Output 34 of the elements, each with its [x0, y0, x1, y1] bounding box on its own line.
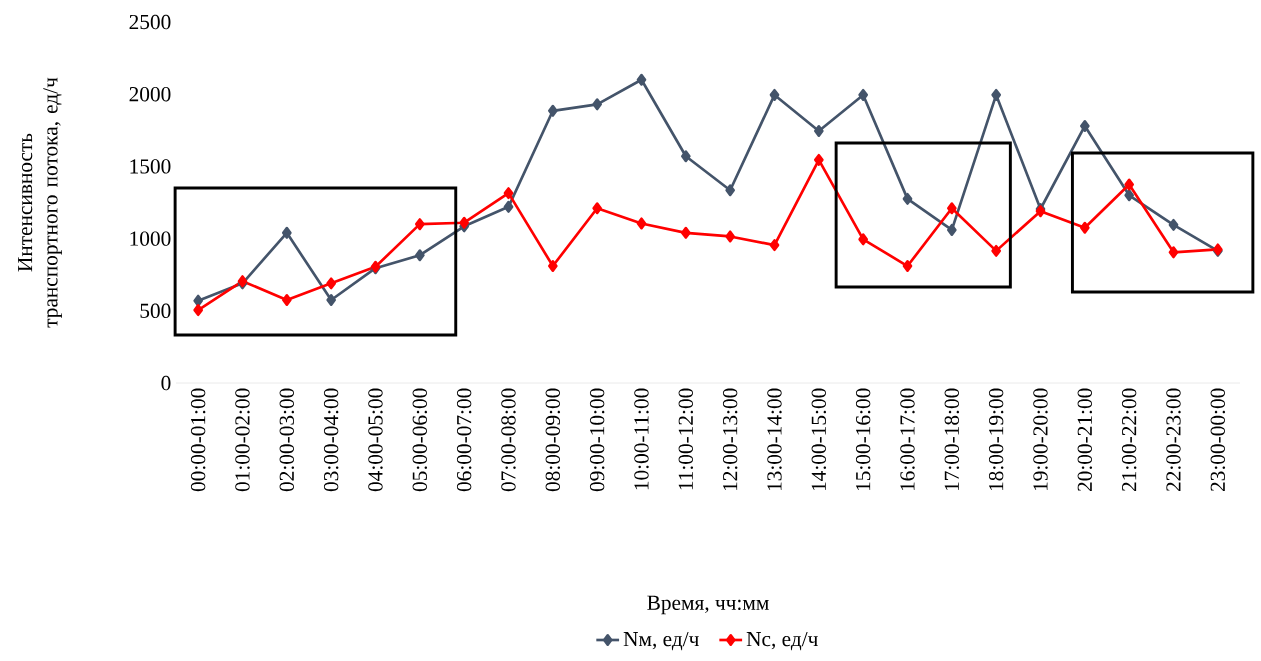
x-tick-label: 05:00-06:00: [412, 388, 428, 492]
x-tick-label: 23:00-00:00: [1210, 388, 1226, 492]
legend-label: Nм, ед/ч: [623, 631, 699, 651]
x-tick-label: 01:00-02:00: [235, 388, 250, 492]
x-tick-label: 13:00-14:00: [767, 388, 782, 491]
y-tick-label: 2500: [129, 14, 171, 30]
x-tick-label: 18:00-19:00: [988, 388, 1004, 491]
x-tick-label: 00:00-01:00: [190, 388, 206, 492]
x-tick-label: 19:00-20:00: [1033, 388, 1048, 491]
x-tick-label: 03:00-04:00: [323, 388, 339, 492]
y-tick-label: 1000: [130, 231, 171, 246]
x-tick-label: 21:00-22:00: [1121, 388, 1137, 492]
x-tick-label: 02:00-03:00: [279, 388, 295, 492]
x-tick-label: 10:00-11:00: [634, 388, 649, 490]
x-tick-label: 22:00-23:00: [1166, 388, 1181, 492]
x-tick-label: 20:00-21:00: [1077, 388, 1093, 492]
y-tick-label: 500: [140, 303, 171, 318]
x-axis-title: Время, чч:мм: [647, 595, 769, 615]
x-tick-label: 07:00-08:00: [501, 388, 516, 492]
x-tick-label: 11:00-12:00: [678, 388, 694, 490]
x-tick-label: 04:00-05:00: [368, 388, 383, 492]
y-tick-label: 2000: [129, 87, 171, 102]
y-tick-label: 0: [161, 375, 171, 391]
x-tick-label: 17:00-18:00: [944, 388, 960, 491]
y-tick-label: 1500: [130, 159, 171, 174]
y-axis-title: Интенсивность транспортного потока, ед/ч: [18, 77, 62, 328]
x-tick-label: 08:00-09:00: [545, 388, 561, 492]
x-tick-label: 09:00-10:00: [589, 388, 605, 492]
x-tick-label: 15:00-16:00: [855, 388, 871, 491]
legend-label: Nс, ед/ч: [746, 631, 818, 651]
x-tick-label: 12:00-13:00: [722, 388, 738, 491]
x-tick-label: 16:00-17:00: [900, 388, 915, 491]
x-tick-label: 14:00-15:00: [811, 388, 827, 491]
x-tick-label: 06:00-07:00: [456, 388, 472, 492]
